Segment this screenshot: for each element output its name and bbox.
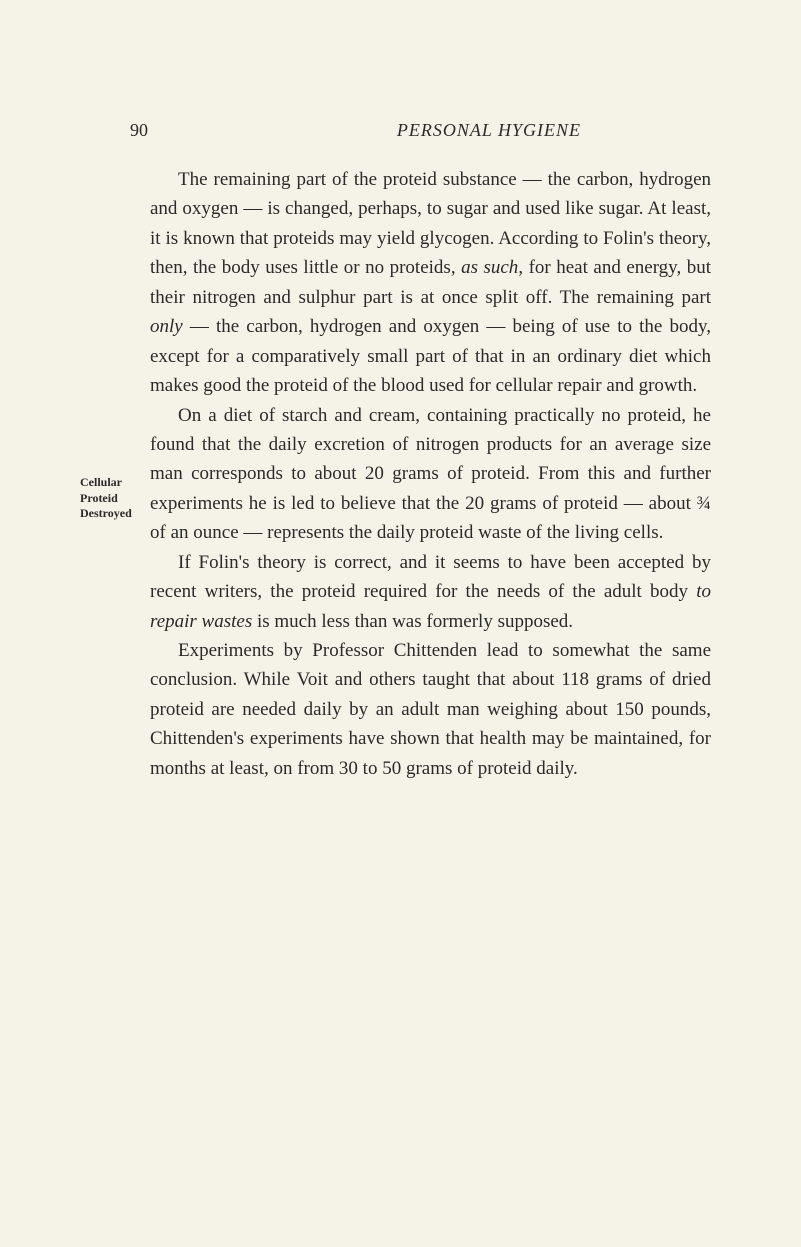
italic-as-such: as such bbox=[461, 257, 518, 278]
paragraph-1: The remaining part of the proteid substa… bbox=[150, 165, 711, 401]
margin-notes-column: Cellular Proteid Destroyed bbox=[80, 165, 150, 783]
margin-note-cellular: Cellular Proteid Destroyed bbox=[80, 475, 142, 522]
paragraph-4: Experiments by Professor Chittenden lead… bbox=[150, 636, 711, 783]
main-text-column: The remaining part of the proteid substa… bbox=[150, 165, 711, 783]
italic-only: only bbox=[150, 316, 183, 337]
paragraph-3: If Folin's theory is correct, and it see… bbox=[150, 548, 711, 636]
page-header: 90 PERSONAL HYGIENE bbox=[80, 120, 711, 141]
paragraph-2: On a diet of starch and cream, containin… bbox=[150, 401, 711, 548]
content-area: Cellular Proteid Destroyed The remaining… bbox=[80, 165, 711, 783]
page-number: 90 bbox=[130, 120, 148, 141]
running-title: PERSONAL HYGIENE bbox=[397, 120, 581, 141]
